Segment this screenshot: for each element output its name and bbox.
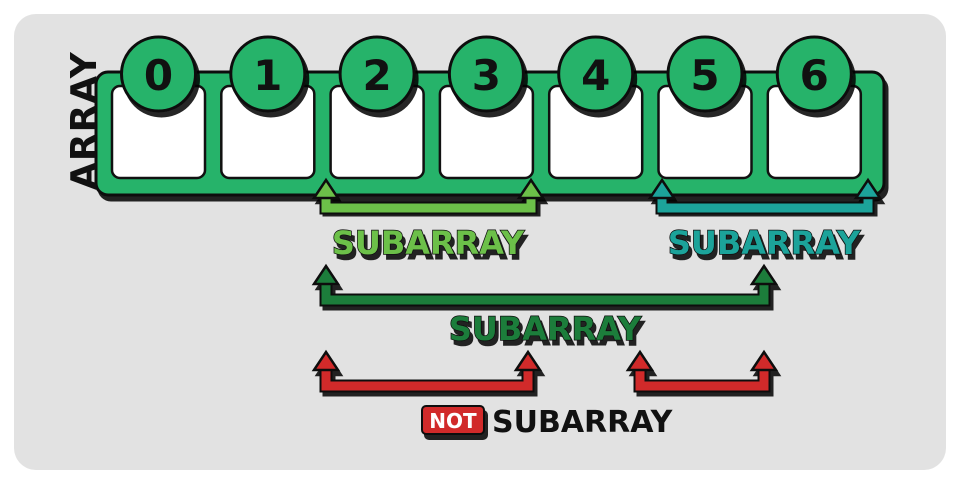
subarray-bracket [647,177,883,215]
not-subarray-label: SUBARRAY [492,405,674,440]
index-label: 2 [362,51,391,100]
arrow-head-icon [749,349,779,372]
arrow-head-icon [311,349,341,372]
arrow-head-icon [311,177,341,200]
arrow-head-icon [516,177,546,200]
index-circle [775,35,853,113]
array-cell: 2 [329,35,425,180]
arrow-head-icon [749,263,779,286]
index-circle [666,35,744,113]
array-cell: 4 [547,35,644,180]
array-cell: 1 [220,35,316,180]
index-circle [447,35,525,113]
subarray-label: SUBARRAY [668,224,861,262]
subarray-bracket [311,263,779,307]
array-cell: 6 [766,35,863,180]
not-subarray-bracket [625,349,779,393]
arrow-head-icon [311,263,341,286]
not-subarray-brackets: NOT SUBARRAY [311,349,779,440]
index-label: 5 [690,51,719,100]
subarray-label: SUBARRAY [332,224,525,262]
index-circle [338,35,416,113]
array-label: ARRAY [64,51,105,190]
subarray-label: SUBARRAY [449,310,642,348]
arrow-head-icon [625,349,655,372]
array-cell: 3 [438,35,535,180]
index-label: 1 [253,51,282,100]
subarray-bracket [311,177,546,215]
not-badge-text: NOT [429,409,477,433]
index-label: 4 [581,51,610,100]
index-label: 6 [800,51,829,100]
arrow-head-icon [513,349,543,372]
index-label: 0 [144,51,173,100]
arrow-head-icon [853,177,883,200]
index-label: 3 [472,51,501,100]
index-circle [557,35,635,113]
not-subarray-bracket [311,349,543,393]
array-cell: 5 [657,35,753,180]
subarray-brackets: SUBARRAY SUBARRAY SUBARRAY [311,177,883,349]
array-cell: 0 [110,35,207,180]
not-badge: NOT [421,405,485,435]
index-circle [120,35,197,113]
array-cells: 0 1 2 3 4 5 6 [110,35,863,180]
arrow-head-icon [647,177,677,200]
index-circle [229,35,307,113]
